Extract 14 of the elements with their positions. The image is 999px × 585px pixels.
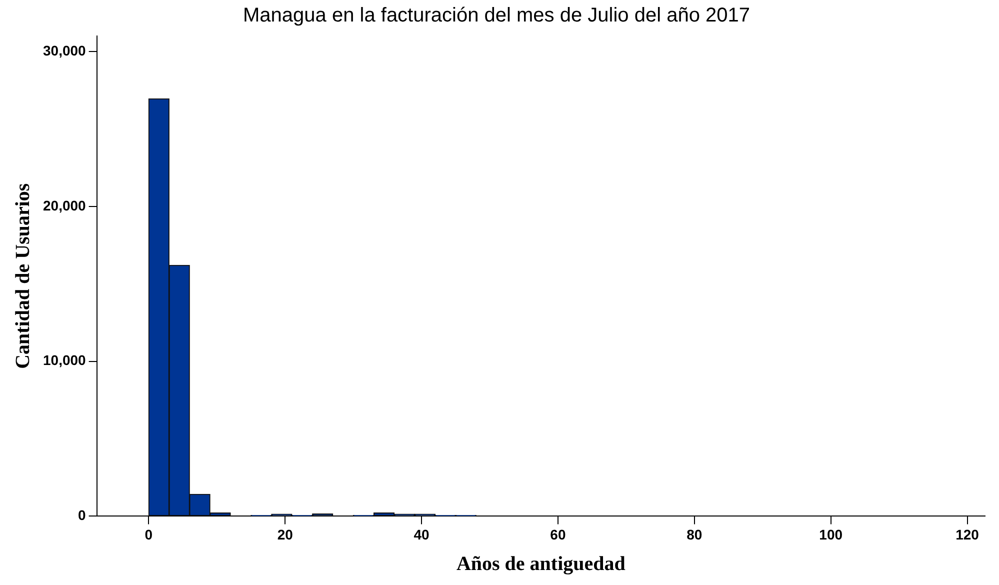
- x-tick-label: 0: [144, 526, 153, 542]
- x-tick-label: 60: [550, 526, 566, 542]
- x-axis-title: Años de antiguedad: [456, 553, 626, 576]
- x-tick-label: 20: [277, 526, 294, 542]
- y-tick-label: 20,000: [42, 197, 86, 214]
- x-tick-label: 80: [686, 526, 702, 542]
- y-tick-label: 0: [78, 507, 86, 524]
- x-tick-label: 120: [956, 526, 980, 542]
- y-tick-label: 30,000: [42, 42, 86, 58]
- y-axis-title: Cantidad de Usuarios: [12, 183, 34, 369]
- x-tick-label: 100: [819, 526, 843, 542]
- y-tick-label: 10,000: [42, 352, 86, 368]
- chart-title: Managua en la facturación del mes de Julio del año 2017: [242, 4, 750, 27]
- x-tick-label: 40: [414, 526, 430, 542]
